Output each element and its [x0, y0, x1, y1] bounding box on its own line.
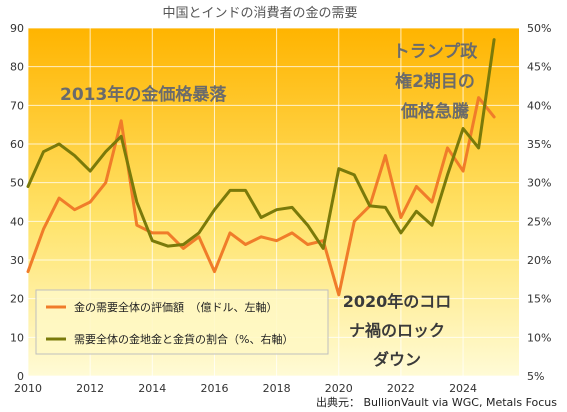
y-left-tick-label: 10: [10, 331, 24, 344]
y-right-tick-label: 40%: [527, 99, 551, 112]
y-left-tick-label: 40: [10, 215, 24, 228]
y-right-tick-label: 20%: [527, 254, 551, 267]
y-right-tick-label: 10%: [527, 331, 551, 344]
y-right-tick-label: 30%: [527, 177, 551, 190]
x-tick-label: 2020: [325, 382, 353, 395]
y-left-tick-label: 90: [10, 22, 24, 35]
x-tick-label: 2014: [138, 382, 166, 395]
y-left-tick-label: 80: [10, 61, 24, 74]
y-right-tick-label: 15%: [527, 293, 551, 306]
legend-box: [35, 289, 329, 355]
y-left-tick-label: 30: [10, 254, 24, 267]
y-right-tick-label: 25%: [527, 215, 551, 228]
annotation-text: 2020年のコロ: [343, 292, 452, 311]
y-right-tick-label: 45%: [527, 61, 551, 74]
source-note: 出典元： BullionVault via WGC, Metals Focus: [316, 395, 557, 409]
x-tick-label: 2012: [76, 382, 104, 395]
y-right-tick-label: 5%: [527, 370, 544, 383]
series-lines: [26, 38, 496, 297]
x-tick-label: 2022: [387, 382, 415, 395]
axis-labels: 0 10 20 30 40 50 60 70 80 90 5% 10% 15% 20% 25% 30% 35% 4…: [10, 22, 551, 395]
x-tick-label: 2018: [263, 382, 291, 395]
x-tick-label: 2024: [449, 382, 477, 395]
y-left-tick-label: 50: [10, 177, 24, 190]
series-line-2: [26, 38, 496, 250]
y-left-tick-label: 20: [10, 293, 24, 306]
x-tick-label: 2010: [14, 382, 42, 395]
series-line-1: [26, 96, 496, 297]
chart-title: 中国とインドの消費者の金の需要: [162, 5, 357, 21]
legend: 金の需要全体の評価額 （億ドル、左軸） 需要全体の金地金と金貨の割合（%、右軸）: [35, 289, 329, 355]
y-left-tick-label: 60: [10, 138, 24, 151]
annotation-text: ダウン: [373, 350, 421, 369]
annotation-text: 権2期目の: [395, 71, 475, 92]
legend-label-1: 金の需要全体の評価額 （億ドル、左軸）: [74, 300, 278, 314]
annotation-text: ナ禍のロック: [349, 321, 445, 340]
annotation-text: 価格急騰: [400, 101, 470, 122]
y-right-tick-label: 50%: [527, 22, 551, 35]
y-right-tick-label: 35%: [527, 138, 551, 151]
legend-label-2: 需要全体の金地金と金貨の割合（%、右軸）: [74, 332, 293, 346]
y-left-tick-label: 0: [17, 370, 24, 383]
annotation-text: 2013年の金価格暴落: [60, 84, 227, 105]
x-tick-label: 2016: [200, 382, 228, 395]
y-left-tick-label: 70: [10, 99, 24, 112]
annotation-text: トランプ政: [393, 41, 478, 62]
